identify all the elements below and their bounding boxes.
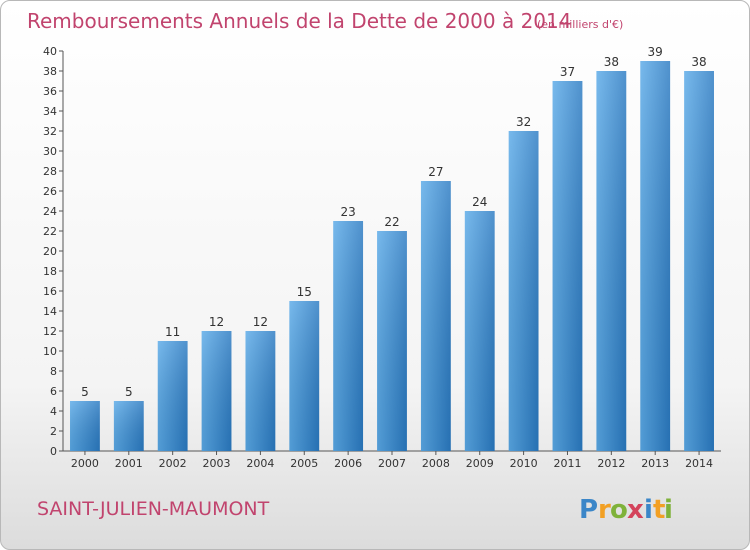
bar-shade xyxy=(640,61,671,451)
y-tick-label: 32 xyxy=(43,125,57,138)
x-tick-label: 2001 xyxy=(115,457,143,470)
data-label: 38 xyxy=(604,55,619,69)
bar-shade xyxy=(70,401,100,451)
logo-letter: i xyxy=(664,495,673,525)
y-tick-label: 0 xyxy=(50,445,57,458)
x-tick-label: 2006 xyxy=(334,457,362,470)
y-tick-label: 20 xyxy=(43,245,57,258)
logo-letter: t xyxy=(653,495,665,525)
chart-title: Remboursements Annuels de la Dette de 20… xyxy=(27,9,571,33)
data-label: 39 xyxy=(648,45,663,59)
x-tick-label: 2003 xyxy=(203,457,231,470)
bar-shade xyxy=(201,331,232,451)
y-tick-label: 38 xyxy=(43,65,57,78)
bar-shade xyxy=(333,221,364,451)
data-labels: 5 5 11 12 12 15 23 22 27 24 32 37 38 39 38 xyxy=(81,45,707,399)
x-tick-label: 2013 xyxy=(641,457,669,470)
x-tick-label: 2005 xyxy=(290,457,318,470)
bar-shade xyxy=(508,131,539,451)
y-tick-label: 10 xyxy=(43,345,57,358)
x-tick-label: 2010 xyxy=(510,457,538,470)
logo-letter: o xyxy=(610,495,628,525)
y-tick-label: 6 xyxy=(50,385,57,398)
y-tick-label: 24 xyxy=(43,205,57,218)
bar-shade xyxy=(245,331,276,451)
y-tick-label: 36 xyxy=(43,85,57,98)
data-label: 37 xyxy=(560,65,575,79)
data-label: 32 xyxy=(516,115,531,129)
x-axis: 2000 2001 2002 2003 2004 2005 2006 2007 2008 2009… xyxy=(63,450,721,470)
data-label: 23 xyxy=(340,205,355,219)
data-label: 38 xyxy=(691,55,706,69)
y-tick-label: 26 xyxy=(43,185,57,198)
x-tick-label: 2004 xyxy=(246,457,274,470)
data-label: 12 xyxy=(209,315,224,329)
place-name: SAINT-JULIEN-MAUMONT xyxy=(37,498,270,520)
y-tick-label: 30 xyxy=(43,145,57,158)
y-tick-label: 28 xyxy=(43,165,57,178)
data-label: 12 xyxy=(253,315,268,329)
bar-shade xyxy=(289,301,320,451)
logo-letter: i xyxy=(644,495,653,525)
bars xyxy=(70,61,714,451)
y-tick-label: 18 xyxy=(43,265,57,278)
data-label: 24 xyxy=(472,195,487,209)
bar-shade xyxy=(420,181,451,451)
y-tick-label: 8 xyxy=(50,365,57,378)
y-tick-label: 14 xyxy=(43,305,57,318)
bar-shade xyxy=(113,401,144,451)
x-tick-label: 2009 xyxy=(466,457,494,470)
y-tick-label: 4 xyxy=(50,405,57,418)
x-tick-label: 2012 xyxy=(597,457,625,470)
y-tick-label: 12 xyxy=(43,325,57,338)
x-tick-label: 2007 xyxy=(378,457,406,470)
data-label: 27 xyxy=(428,165,443,179)
logo-letter: x xyxy=(627,495,644,525)
logo-letter: P xyxy=(579,495,598,525)
data-label: 5 xyxy=(125,385,133,399)
x-tick-label: 2000 xyxy=(71,457,99,470)
bar-shade xyxy=(464,211,495,451)
data-label: 22 xyxy=(384,215,399,229)
data-label: 11 xyxy=(165,325,180,339)
logo-letter: r xyxy=(598,495,611,525)
bar-shade xyxy=(377,231,407,451)
x-tick-label: 2008 xyxy=(422,457,450,470)
bar-shade xyxy=(596,71,627,451)
x-tick-label: 2011 xyxy=(553,457,581,470)
data-label: 5 xyxy=(81,385,89,399)
y-tick-label: 34 xyxy=(43,105,57,118)
bar-shade xyxy=(552,81,583,451)
x-tick-label: 2014 xyxy=(685,457,713,470)
x-tick-label: 2002 xyxy=(159,457,187,470)
y-tick-label: 16 xyxy=(43,285,57,298)
y-tick-label: 22 xyxy=(43,225,57,238)
bar-shade xyxy=(157,341,188,451)
data-label: 15 xyxy=(297,285,312,299)
y-tick-label: 2 xyxy=(50,425,57,438)
y-tick-label: 40 xyxy=(43,45,57,58)
chart-subtitle: (en milliers d'€) xyxy=(537,18,623,31)
bar-shade xyxy=(684,71,714,451)
